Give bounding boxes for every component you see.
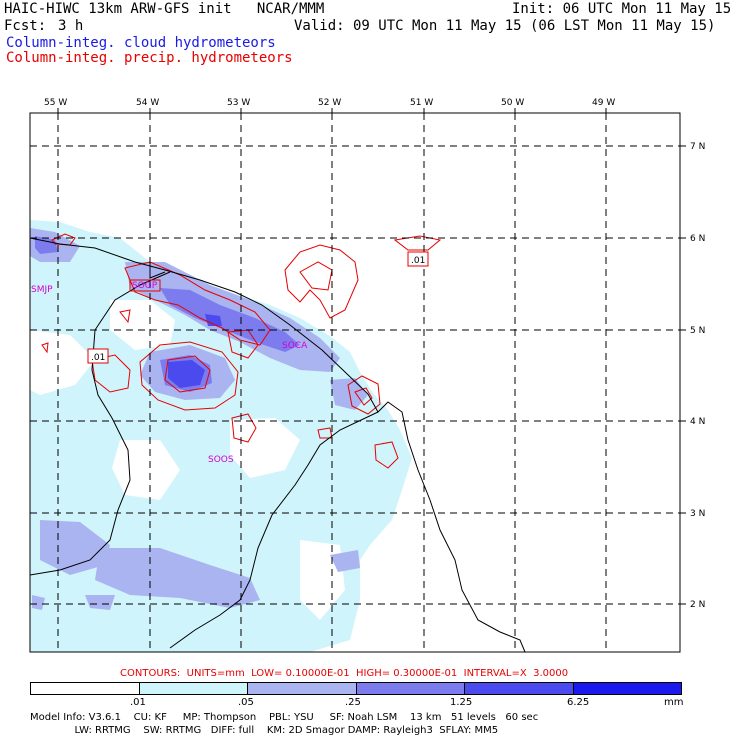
colorbar-segment <box>356 683 465 694</box>
colorbar-segment <box>465 683 574 694</box>
lon-label: 49 W <box>592 98 615 108</box>
colorbar <box>30 682 682 695</box>
station-sogp: SOGP <box>132 281 158 291</box>
forecast-label: Fcst: <box>4 18 47 34</box>
colorbar-segment <box>573 683 681 694</box>
contour-label-box <box>87 348 109 364</box>
contour-label: .01 <box>411 256 425 266</box>
colorbar-tick: .25 <box>345 697 361 708</box>
colorbar-unit: mm <box>664 697 684 708</box>
contour-label: .01 <box>91 353 105 363</box>
cloud-shading <box>30 220 412 652</box>
colorbar-tick: 1.25 <box>450 697 473 708</box>
lon-label: 51 W <box>410 98 433 108</box>
colorbar-segment <box>139 683 248 694</box>
lon-label: 55 W <box>44 98 67 108</box>
lat-label: 3 N <box>690 509 705 519</box>
latitude-labels: 7 N 6 N 5 N 4 N 3 N 2 N <box>690 142 705 610</box>
contours-info: CONTOURS: UNITS=mm LOW= 0.10000E-01 HIGH… <box>120 668 569 679</box>
lat-label: 4 N <box>690 417 705 427</box>
map-frame <box>29 112 681 653</box>
lon-label: 50 W <box>501 98 524 108</box>
axis-ticks <box>57 108 686 605</box>
coastline-borders <box>29 237 526 653</box>
precip-contours <box>41 233 442 469</box>
model-info-line2: LW: RRTMG SW: RRTMG DIFF: full KM: 2D Sm… <box>30 725 499 736</box>
lon-label: 53 W <box>227 98 250 108</box>
station-box <box>129 279 161 292</box>
colorbar-tick: .05 <box>238 697 254 708</box>
lat-label: 6 N <box>690 234 705 244</box>
model-info-line1: Model Info: V3.6.1 CU: KF MP: Thompson P… <box>30 712 539 723</box>
lat-label: 7 N <box>690 142 705 152</box>
colorbar-segment <box>31 683 140 694</box>
forecast-hour: 3 h <box>58 18 84 34</box>
colorbar-tick: .01 <box>130 697 146 708</box>
init-time: Init: 06 UTC Mon 11 May 15 <box>512 1 732 17</box>
contour-label-box <box>407 251 429 267</box>
legend-precip-hydrometeors: Column-integ. precip. hydrometeors <box>6 50 293 66</box>
station-smjp: SMJP <box>31 285 53 295</box>
legend-cloud-hydrometeors: Column-integ. cloud hydrometeors <box>6 35 276 51</box>
lat-label: 2 N <box>690 600 705 610</box>
plot-title: HAIC-HIWC 13km ARW-GFS init NCAR/MMM <box>4 1 325 17</box>
longitude-labels: 55 W 54 W 53 W 52 W 51 W 50 W 49 W <box>44 98 615 108</box>
colorbar-segment <box>248 683 357 694</box>
station-soca: SOCA <box>282 341 308 351</box>
latlon-grid <box>30 113 680 652</box>
valid-time: Valid: 09 UTC Mon 11 May 15 (06 LST Mon … <box>294 18 716 34</box>
station-soos: SOOS <box>208 455 234 465</box>
lon-label: 52 W <box>318 98 341 108</box>
colorbar-tick: 6.25 <box>567 697 590 708</box>
lat-label: 5 N <box>690 326 705 336</box>
lon-label: 54 W <box>136 98 159 108</box>
